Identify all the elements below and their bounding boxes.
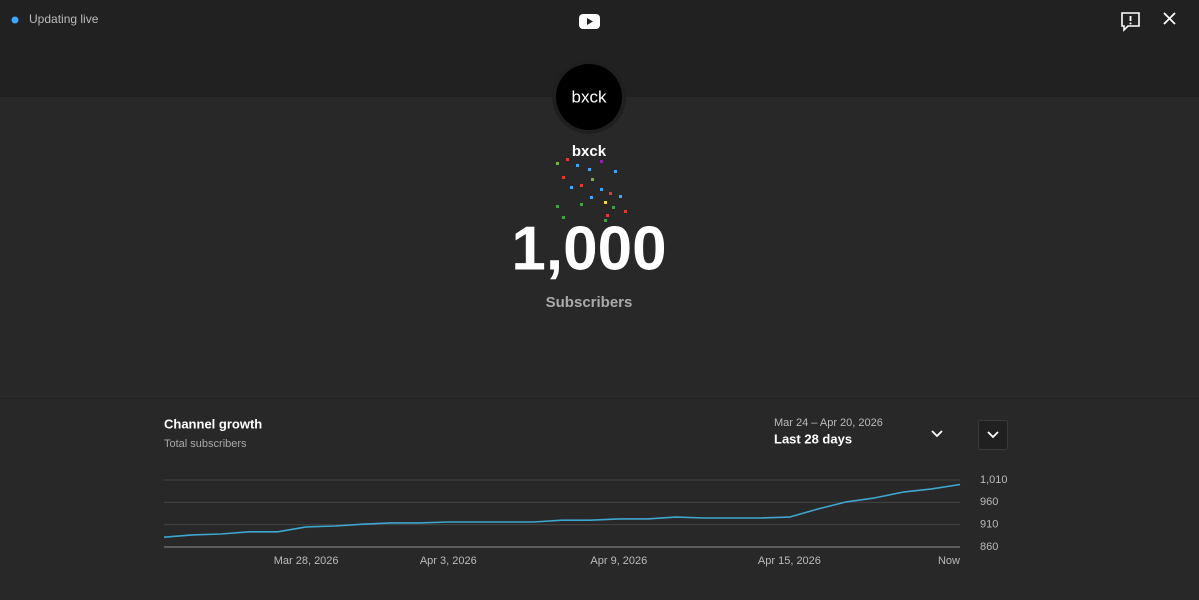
expand-button[interactable] — [978, 420, 1008, 450]
avatar — [556, 64, 622, 130]
chart-subtitle: Total subscribers — [164, 438, 247, 450]
y-tick-label: 960 — [980, 496, 998, 508]
confetti-dot — [612, 206, 615, 209]
date-range: Mar 24 – Apr 20, 2026 — [774, 417, 883, 429]
channel-name: bxck — [572, 143, 607, 160]
youtube-logo[interactable] — [579, 14, 600, 29]
confetti-dot — [600, 160, 603, 163]
confetti-dot — [614, 170, 617, 173]
avatar-text: bxck — [572, 87, 607, 106]
confetti-dot — [590, 196, 593, 199]
status-text: Updating live — [29, 12, 99, 26]
confetti — [556, 158, 627, 222]
confetti-dot — [556, 205, 559, 208]
confetti-dot — [600, 188, 603, 191]
confetti-dot — [624, 210, 627, 213]
y-tick-label: 860 — [980, 541, 998, 553]
x-tick-label: Apr 9, 2026 — [590, 555, 647, 567]
y-tick-label: 910 — [980, 519, 998, 531]
confetti-dot — [604, 219, 607, 222]
confetti-dot — [591, 178, 594, 181]
confetti-dot — [580, 184, 583, 187]
feedback-button[interactable] — [1121, 12, 1140, 32]
live-dot — [11, 16, 19, 24]
confetti-dot — [604, 201, 607, 204]
expand-chevron — [987, 431, 999, 439]
confetti-dot — [619, 195, 622, 198]
confetti-dot — [562, 216, 565, 219]
x-tick-label: Apr 3, 2026 — [420, 555, 477, 567]
close-icon — [1163, 12, 1176, 25]
y-tick-label: 1,010 — [980, 474, 1008, 486]
logo-play — [587, 18, 593, 25]
feedback-dot — [1129, 22, 1132, 25]
confetti-dot — [576, 164, 579, 167]
expand-box — [978, 420, 1008, 450]
period-chevron — [931, 430, 943, 438]
subscriber-label: Subscribers — [546, 294, 633, 311]
chart-title: Channel growth — [164, 416, 262, 431]
confetti-dot — [566, 158, 569, 161]
confetti-dot — [588, 168, 591, 171]
period-selector[interactable]: Mar 24 – Apr 20, 2026 Last 28 days — [774, 417, 943, 447]
period-label: Last 28 days — [774, 431, 852, 446]
confetti-dot — [606, 214, 609, 217]
x-tick-label: Mar 28, 2026 — [274, 555, 339, 567]
confetti-dot — [570, 186, 573, 189]
confetti-dot — [556, 162, 559, 165]
x-tick-label: Apr 15, 2026 — [758, 555, 821, 567]
growth-line — [163, 483, 961, 538]
confetti-dot — [609, 192, 612, 195]
close-button[interactable] — [1163, 12, 1176, 25]
confetti-dot — [562, 176, 565, 179]
x-tick-label: Now — [938, 555, 960, 567]
growth-chart: 860 910 960 1,010 Mar 28, 2026 Apr 3, 2026 Apr… — [163, 474, 1008, 567]
confetti-dot — [580, 203, 583, 206]
subscriber-count: 1,000 — [511, 214, 666, 283]
feedback-icon — [1121, 12, 1140, 32]
